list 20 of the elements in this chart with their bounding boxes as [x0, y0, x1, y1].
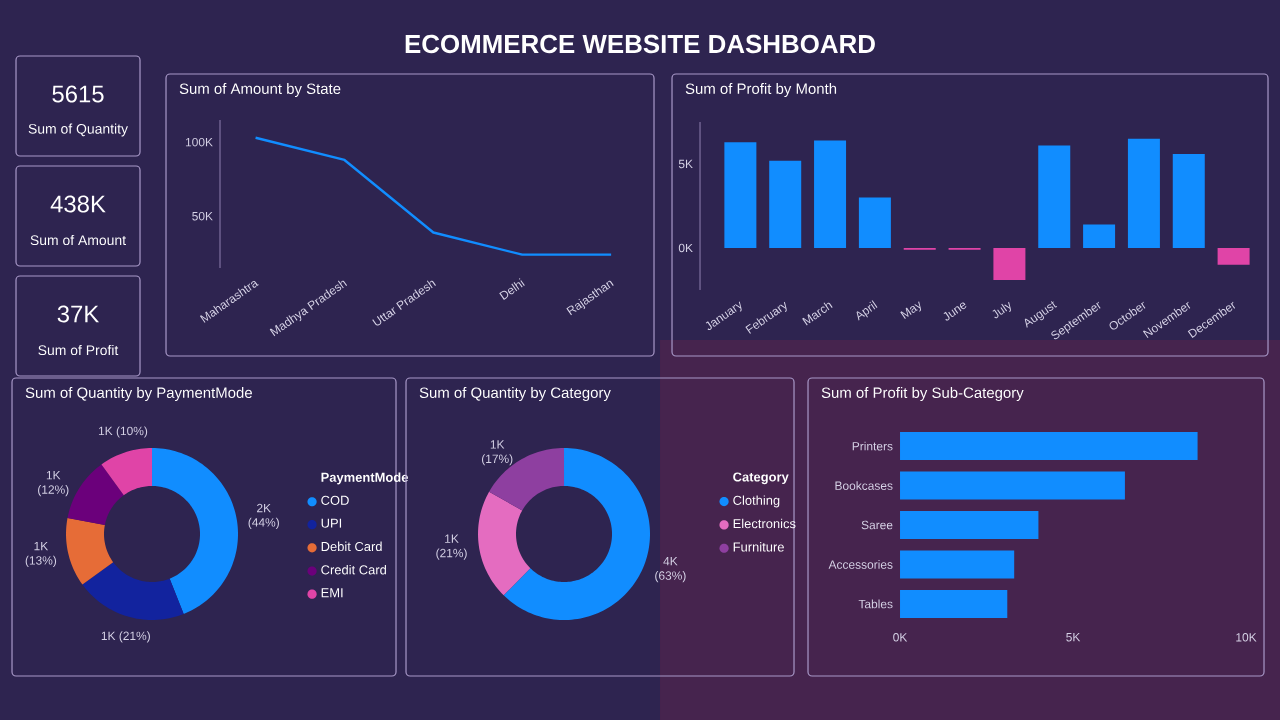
bar: [900, 550, 1015, 579]
text: 438K: [50, 195, 106, 213]
bar: [900, 471, 1125, 500]
bar: [814, 140, 847, 248]
bar: [1127, 138, 1160, 248]
bar: [993, 247, 1026, 280]
bar: [1083, 224, 1116, 248]
bar: [1172, 153, 1205, 248]
text: 5615: [52, 85, 104, 103]
bar: [1038, 145, 1071, 248]
text: 37K: [57, 305, 100, 323]
bar: [900, 432, 1198, 461]
bar: [1217, 247, 1250, 265]
line-series: [254, 136, 613, 256]
bar: [900, 589, 1008, 618]
text: ECOMMERCE WEBSITE DASHBOARD: [405, 34, 875, 54]
bar: [769, 160, 802, 248]
bar: [724, 142, 757, 248]
bar: [858, 197, 891, 248]
bar: [900, 510, 1039, 539]
